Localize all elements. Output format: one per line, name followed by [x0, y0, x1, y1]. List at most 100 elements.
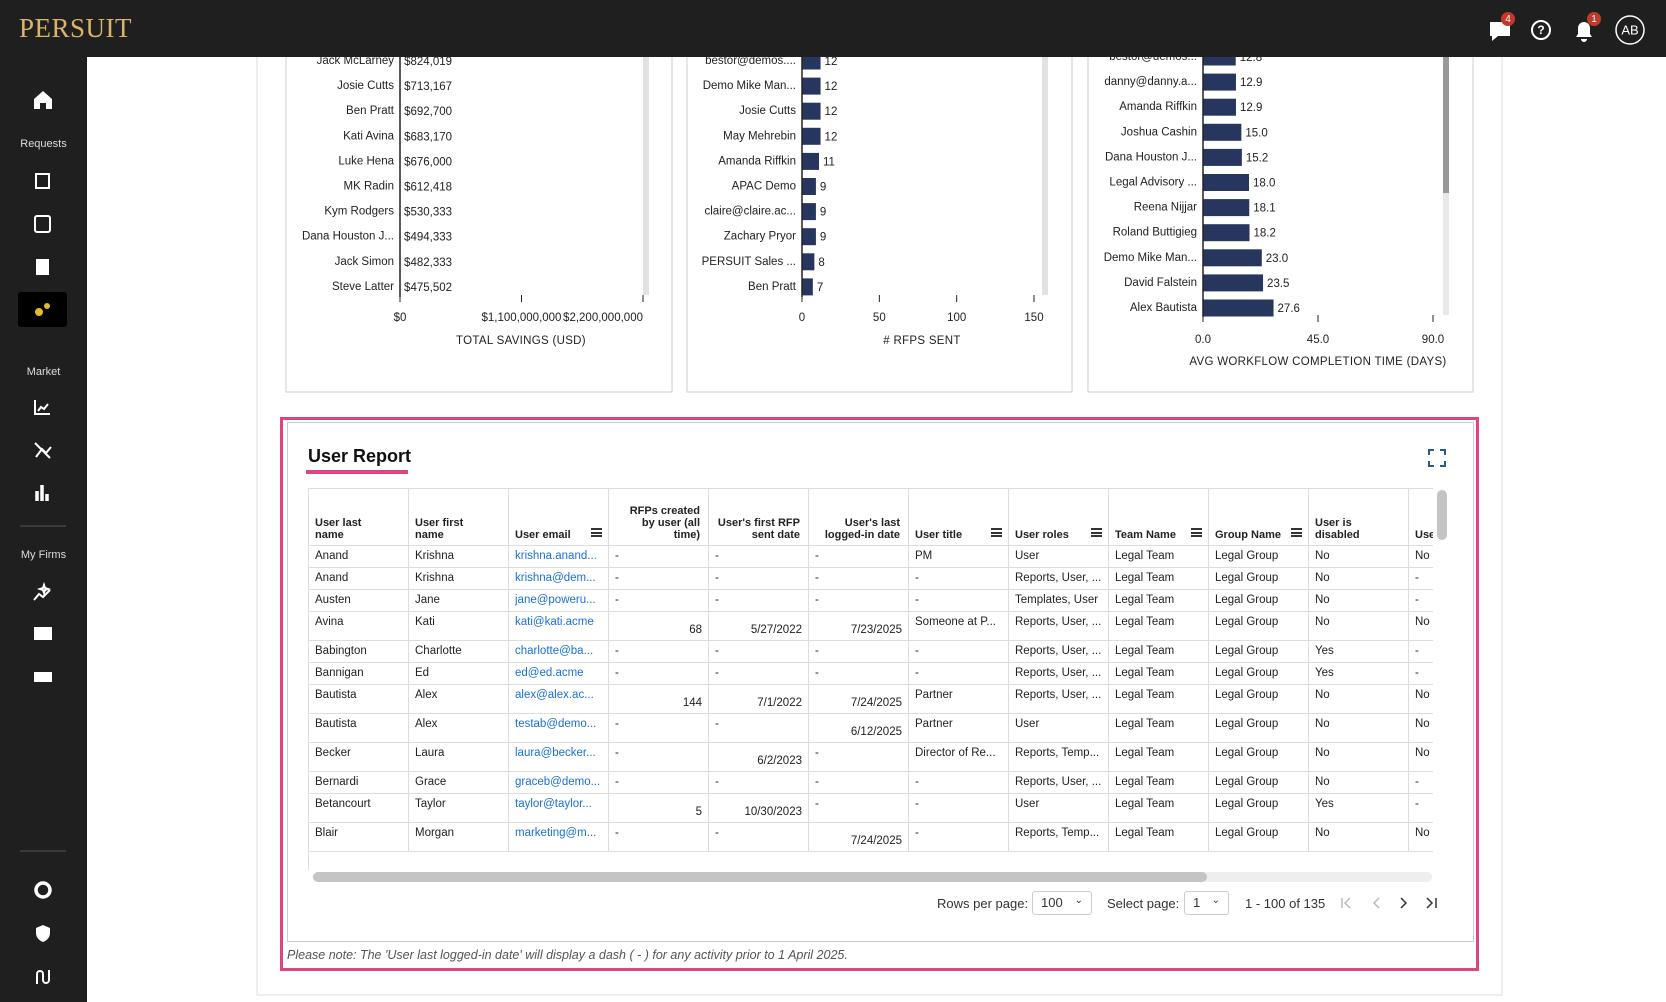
table-cell[interactable]: ed@ed.acme [509, 663, 609, 684]
table-cell: 7/23/2025 [809, 612, 909, 640]
column-header[interactable]: User last name [309, 489, 409, 545]
category-label: danny@danny.a... [1104, 76, 1197, 88]
notifications-icon[interactable] [1576, 22, 1592, 42]
highlight-box [280, 417, 1479, 971]
nav-icon[interactable] [34, 215, 51, 233]
category-label: APAC Demo [732, 181, 796, 193]
email-link[interactable]: jane@poweru... [515, 594, 596, 606]
email-link[interactable]: alex@alex.ac... [515, 689, 594, 701]
email-link[interactable]: taylor@taylor... [515, 798, 592, 810]
email-link[interactable]: ed@ed.acme [515, 667, 584, 679]
email-link[interactable]: laura@becker... [515, 747, 596, 759]
scrollbar[interactable] [643, 57, 649, 295]
nav-icon[interactable] [36, 970, 50, 984]
column-header[interactable]: User Level [1409, 489, 1433, 545]
rows-per-page-select[interactable]: 100 ⌄ [1032, 891, 1092, 915]
expand-icon[interactable] [1428, 449, 1446, 467]
table-cell: Legal Group [1209, 743, 1309, 771]
nav-icon[interactable] [34, 400, 50, 415]
table-cell[interactable]: krishna.anand... [509, 546, 609, 567]
column-menu[interactable] [1091, 528, 1102, 537]
column-menu[interactable] [991, 528, 1002, 537]
cell-text: - [915, 594, 919, 606]
table-cell[interactable]: kati@kati.acme [509, 612, 609, 640]
table-cell[interactable]: marketing@m... [509, 823, 609, 851]
help-icon[interactable] [1531, 20, 1551, 40]
h-scrollbar[interactable] [313, 872, 1207, 882]
settings-icon[interactable] [34, 881, 52, 899]
axis-title: TOTAL SAVINGS (USD) [456, 335, 586, 347]
column-header[interactable]: User roles [1009, 489, 1109, 545]
table-cell[interactable]: alex@alex.ac... [509, 685, 609, 713]
last-page[interactable] [1426, 897, 1437, 909]
next-page[interactable] [1400, 897, 1408, 909]
value-label: 9 [820, 207, 826, 219]
cell-text: - [615, 572, 619, 584]
brand[interactable]: PERSUIT [19, 13, 133, 43]
column-menu[interactable] [591, 528, 602, 537]
column-header[interactable]: User email [509, 489, 609, 545]
nav-icon[interactable] [35, 485, 49, 501]
table-cell: Legal Team [1109, 823, 1209, 851]
column-header[interactable]: RFPs created by user (all time) [609, 489, 709, 545]
table-cell: - [809, 772, 909, 793]
table-cell: User [1009, 794, 1109, 822]
page-select[interactable]: 1 ⌄ [1184, 891, 1229, 915]
column-menu[interactable] [1191, 528, 1202, 537]
table-cell[interactable]: laura@becker... [509, 743, 609, 771]
column-header[interactable]: User first name [409, 489, 509, 545]
nav-icon[interactable] [35, 173, 50, 189]
table-cell[interactable]: krishna@dem... [509, 568, 609, 589]
security-icon[interactable] [36, 925, 50, 942]
email-link[interactable]: graceb@demo... [515, 776, 601, 788]
column-header-text: User's first RFP sent date [717, 517, 800, 541]
column-header[interactable]: User's first RFP sent date [709, 489, 809, 545]
email-link[interactable]: krishna.anand... [515, 550, 597, 562]
table-cell[interactable]: taylor@taylor... [509, 794, 609, 822]
table-cell[interactable]: jane@poweru... [509, 590, 609, 611]
column-header[interactable]: User is disabled [1309, 489, 1409, 545]
messages-icon[interactable] [1490, 22, 1510, 41]
nav-active[interactable] [18, 292, 67, 327]
column-header[interactable]: Group Name [1209, 489, 1309, 545]
nav-icon[interactable] [34, 442, 52, 459]
nav-icon[interactable] [36, 259, 49, 275]
value-label: $475,502 [404, 282, 452, 294]
column-header[interactable]: Team Name [1109, 489, 1209, 545]
email-link[interactable]: testab@demo... [515, 718, 597, 730]
table-cell: Legal Group [1209, 685, 1309, 713]
table-cell[interactable]: charlotte@ba... [509, 641, 609, 662]
home-icon[interactable] [34, 91, 52, 109]
table-cell[interactable]: graceb@demo... [509, 772, 609, 793]
nav-icon[interactable] [34, 627, 52, 640]
title-underline [306, 470, 408, 474]
nav-icon[interactable] [34, 672, 52, 682]
cell-text: 5 [695, 806, 702, 818]
column-header[interactable]: User's last logged-in date [809, 489, 909, 545]
cell-text: No [1415, 718, 1430, 730]
cell-text: - [915, 572, 919, 584]
nav-icon[interactable] [33, 581, 52, 601]
cell-text: User [1015, 718, 1040, 730]
prev-page[interactable] [1372, 897, 1380, 909]
email-link[interactable]: krishna@dem... [515, 572, 596, 584]
column-menu[interactable] [1291, 528, 1302, 537]
pager-buttons [1341, 897, 1437, 909]
table-row: Anand Krishna krishna@dem... - - - - Reports, U… [309, 568, 1433, 590]
email-link[interactable]: charlotte@ba... [515, 645, 594, 657]
user-table: User last name User first name User email R… [308, 488, 1433, 870]
first-page[interactable] [1341, 897, 1351, 909]
scrollbar[interactable] [1042, 57, 1048, 295]
cell-text: - [715, 550, 719, 562]
email-link[interactable]: marketing@m... [515, 827, 597, 839]
axis-title: # RFPS SENT [883, 335, 960, 347]
v-scrollbar[interactable] [1437, 490, 1447, 540]
column-header[interactable]: User title [909, 489, 1009, 545]
avatar[interactable] [1615, 15, 1645, 45]
table-cell[interactable]: testab@demo... [509, 714, 609, 742]
email-link[interactable]: kati@kati.acme [515, 616, 594, 628]
scrollbar-thumb[interactable] [1443, 57, 1449, 193]
cell-text: User [1015, 550, 1040, 562]
